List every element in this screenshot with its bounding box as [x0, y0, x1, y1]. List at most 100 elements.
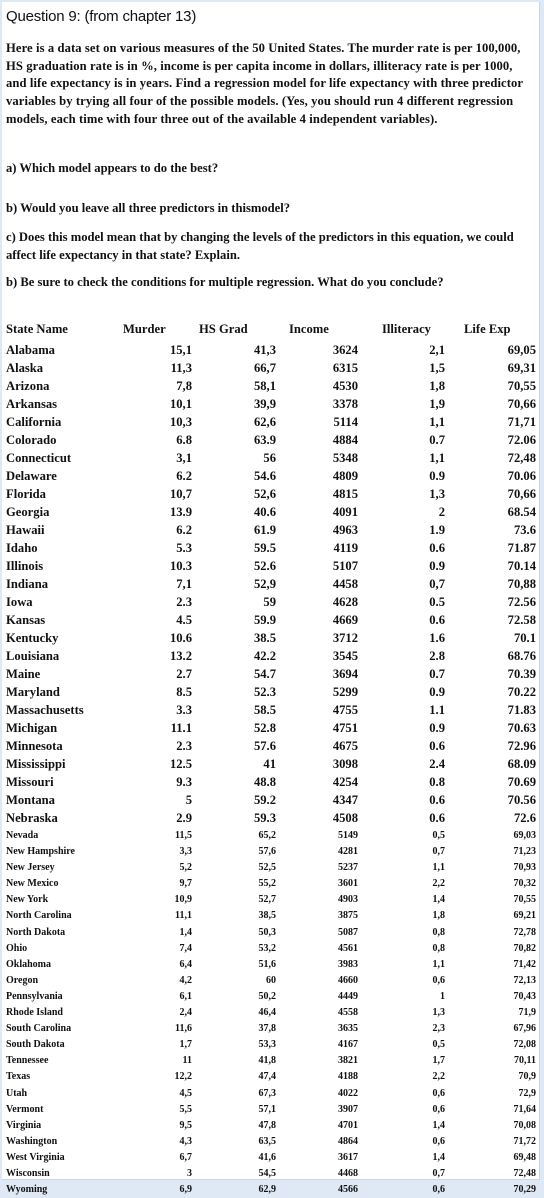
cell-murder: 11,3 — [170, 361, 192, 375]
header-life-exp: Life Exp — [464, 322, 511, 336]
table-row: Wyoming 6,9 62,9 4566 0,6 70,29 — [2, 1182, 540, 1198]
cell-murder: 3 — [187, 1167, 192, 1179]
cell-illiteracy: 2,3 — [432, 1023, 446, 1035]
cell-murder: 6,4 — [179, 958, 193, 970]
cell-illiteracy: 0.5 — [429, 595, 445, 609]
cell-illiteracy: 0,8 — [432, 942, 446, 954]
header-state-name: State Name — [6, 322, 68, 336]
cell-illiteracy: 0,5 — [432, 1039, 446, 1051]
cell-hs-grad: 41 — [263, 757, 276, 771]
cell-murder: 12.5 — [169, 757, 192, 771]
cell-life-exp: 72,48 — [513, 1167, 537, 1179]
cell-murder: 4,5 — [179, 1087, 193, 1099]
cell-income: 3821 — [338, 1055, 358, 1067]
cell-hs-grad: 39,9 — [253, 397, 276, 411]
cell-state-name: Maine — [6, 667, 41, 681]
cell-murder: 10.3 — [169, 559, 192, 573]
cell-income: 4119 — [333, 541, 359, 555]
cell-hs-grad: 41,8 — [258, 1055, 277, 1067]
cell-murder: 5 — [185, 793, 192, 807]
table-row: Indiana 7,1 52,9 4458 0,7 70,88 — [2, 576, 540, 594]
table-row: South Carolina 11,6 37,8 3635 2,3 67,96 — [2, 1021, 540, 1037]
cell-hs-grad: 41,6 — [258, 1151, 277, 1163]
cell-life-exp: 70.63 — [507, 721, 536, 735]
cell-murder: 11.1 — [170, 721, 192, 735]
cell-murder: 11 — [182, 1055, 192, 1067]
table-row: Iowa 2.3 59 4628 0.5 72.56 — [2, 594, 540, 612]
cell-hs-grad: 59.2 — [253, 793, 276, 807]
cell-income: 4561 — [338, 942, 358, 954]
header-murder: Murder — [123, 322, 166, 336]
cell-income: 4701 — [338, 1119, 358, 1131]
cell-state-name: Alabama — [6, 343, 55, 357]
cell-murder: 2.3 — [176, 595, 192, 609]
cell-life-exp: 69,48 — [513, 1151, 537, 1163]
cell-income: 4903 — [338, 894, 358, 906]
table-row: North Dakota 1,4 50,3 5087 0,8 72,78 — [2, 925, 540, 941]
cell-state-name: Michigan — [6, 721, 58, 735]
cell-murder: 7,4 — [179, 942, 193, 954]
table-row: Arkansas 10,1 39,9 3378 1,9 70,66 — [2, 396, 540, 414]
cell-income: 4864 — [338, 1135, 358, 1147]
table-row: Mississippi 12.5 41 3098 2.4 68.09 — [2, 756, 540, 774]
cell-hs-grad: 52.8 — [253, 721, 276, 735]
cell-murder: 10,7 — [169, 487, 192, 501]
table-row: Tennessee 11 41,8 3821 1,7 70,11 — [2, 1053, 540, 1069]
cell-hs-grad: 61.9 — [253, 523, 276, 537]
cell-illiteracy: 1,4 — [432, 894, 446, 906]
cell-state-name: Illinois — [6, 559, 44, 573]
cell-state-name: Rhode Island — [6, 1007, 63, 1019]
cell-income: 3907 — [338, 1103, 358, 1115]
cell-state-name: Virginia — [6, 1119, 42, 1131]
cell-hs-grad: 59.3 — [253, 811, 276, 825]
table-row: Louisiana 13.2 42.2 3545 2.8 68.76 — [2, 648, 540, 666]
table-row: Michigan 11.1 52.8 4751 0.9 70.63 — [2, 720, 540, 738]
cell-life-exp: 70,66 — [507, 487, 536, 501]
cell-life-exp: 70,82 — [513, 942, 537, 954]
cell-state-name: California — [6, 415, 62, 429]
header-income: Income — [289, 322, 329, 336]
cell-murder: 8.5 — [176, 685, 192, 699]
cell-hs-grad: 59.5 — [253, 541, 276, 555]
cell-murder: 6.8 — [176, 433, 192, 447]
cell-state-name: Arkansas — [6, 397, 58, 411]
cell-life-exp: 69,03 — [513, 830, 537, 841]
cell-hs-grad: 67,3 — [258, 1087, 277, 1099]
cell-state-name: North Dakota — [6, 926, 66, 938]
cell-state-name: Indiana — [6, 577, 49, 591]
cell-income: 4963 — [332, 523, 358, 537]
cell-income: 3983 — [338, 958, 358, 970]
cell-hs-grad: 52,7 — [258, 894, 277, 906]
question-intro: Here is a data set on various measures o… — [6, 41, 523, 126]
cell-income: 5087 — [338, 926, 358, 938]
cell-income: 4022 — [338, 1087, 358, 1099]
cell-income: 3635 — [338, 1023, 358, 1035]
cell-murder: 13.2 — [169, 649, 192, 663]
cell-state-name: North Carolina — [6, 910, 72, 922]
cell-state-name: Louisiana — [6, 649, 60, 663]
cell-murder: 6.2 — [176, 469, 192, 483]
cell-state-name: Maryland — [6, 685, 60, 699]
cell-hs-grad: 42.2 — [253, 649, 276, 663]
cell-murder: 1,7 — [179, 1039, 193, 1051]
cell-state-name: New Jersey — [6, 862, 55, 874]
cell-state-name: Delaware — [6, 469, 57, 483]
cell-hs-grad: 52,6 — [253, 487, 276, 501]
table-row: New Jersey 5,2 52,5 5237 1,1 70,93 — [2, 860, 540, 876]
cell-illiteracy: 0,6 — [432, 974, 446, 986]
cell-hs-grad: 57,1 — [258, 1103, 277, 1115]
table-row: Alabama 15,1 41,3 3624 2,1 69,05 — [2, 342, 540, 360]
cell-income: 3875 — [338, 910, 358, 922]
cell-hs-grad: 54.7 — [253, 667, 276, 681]
table-row: Idaho 5.3 59.5 4119 0.6 71.87 — [2, 540, 540, 558]
cell-income: 4188 — [338, 1071, 358, 1083]
cell-hs-grad: 63,5 — [258, 1135, 277, 1147]
cell-life-exp: 69,21 — [513, 910, 537, 922]
cell-state-name: Oregon — [6, 974, 39, 986]
cell-illiteracy: 1,9 — [429, 397, 445, 411]
cell-illiteracy: 2,1 — [429, 343, 445, 357]
cell-murder: 11,5 — [175, 830, 192, 841]
cell-life-exp: 72,48 — [507, 451, 536, 465]
table-row: Delaware 6.2 54.6 4809 0.9 70.06 — [2, 468, 540, 486]
cell-income: 3545 — [332, 649, 358, 663]
